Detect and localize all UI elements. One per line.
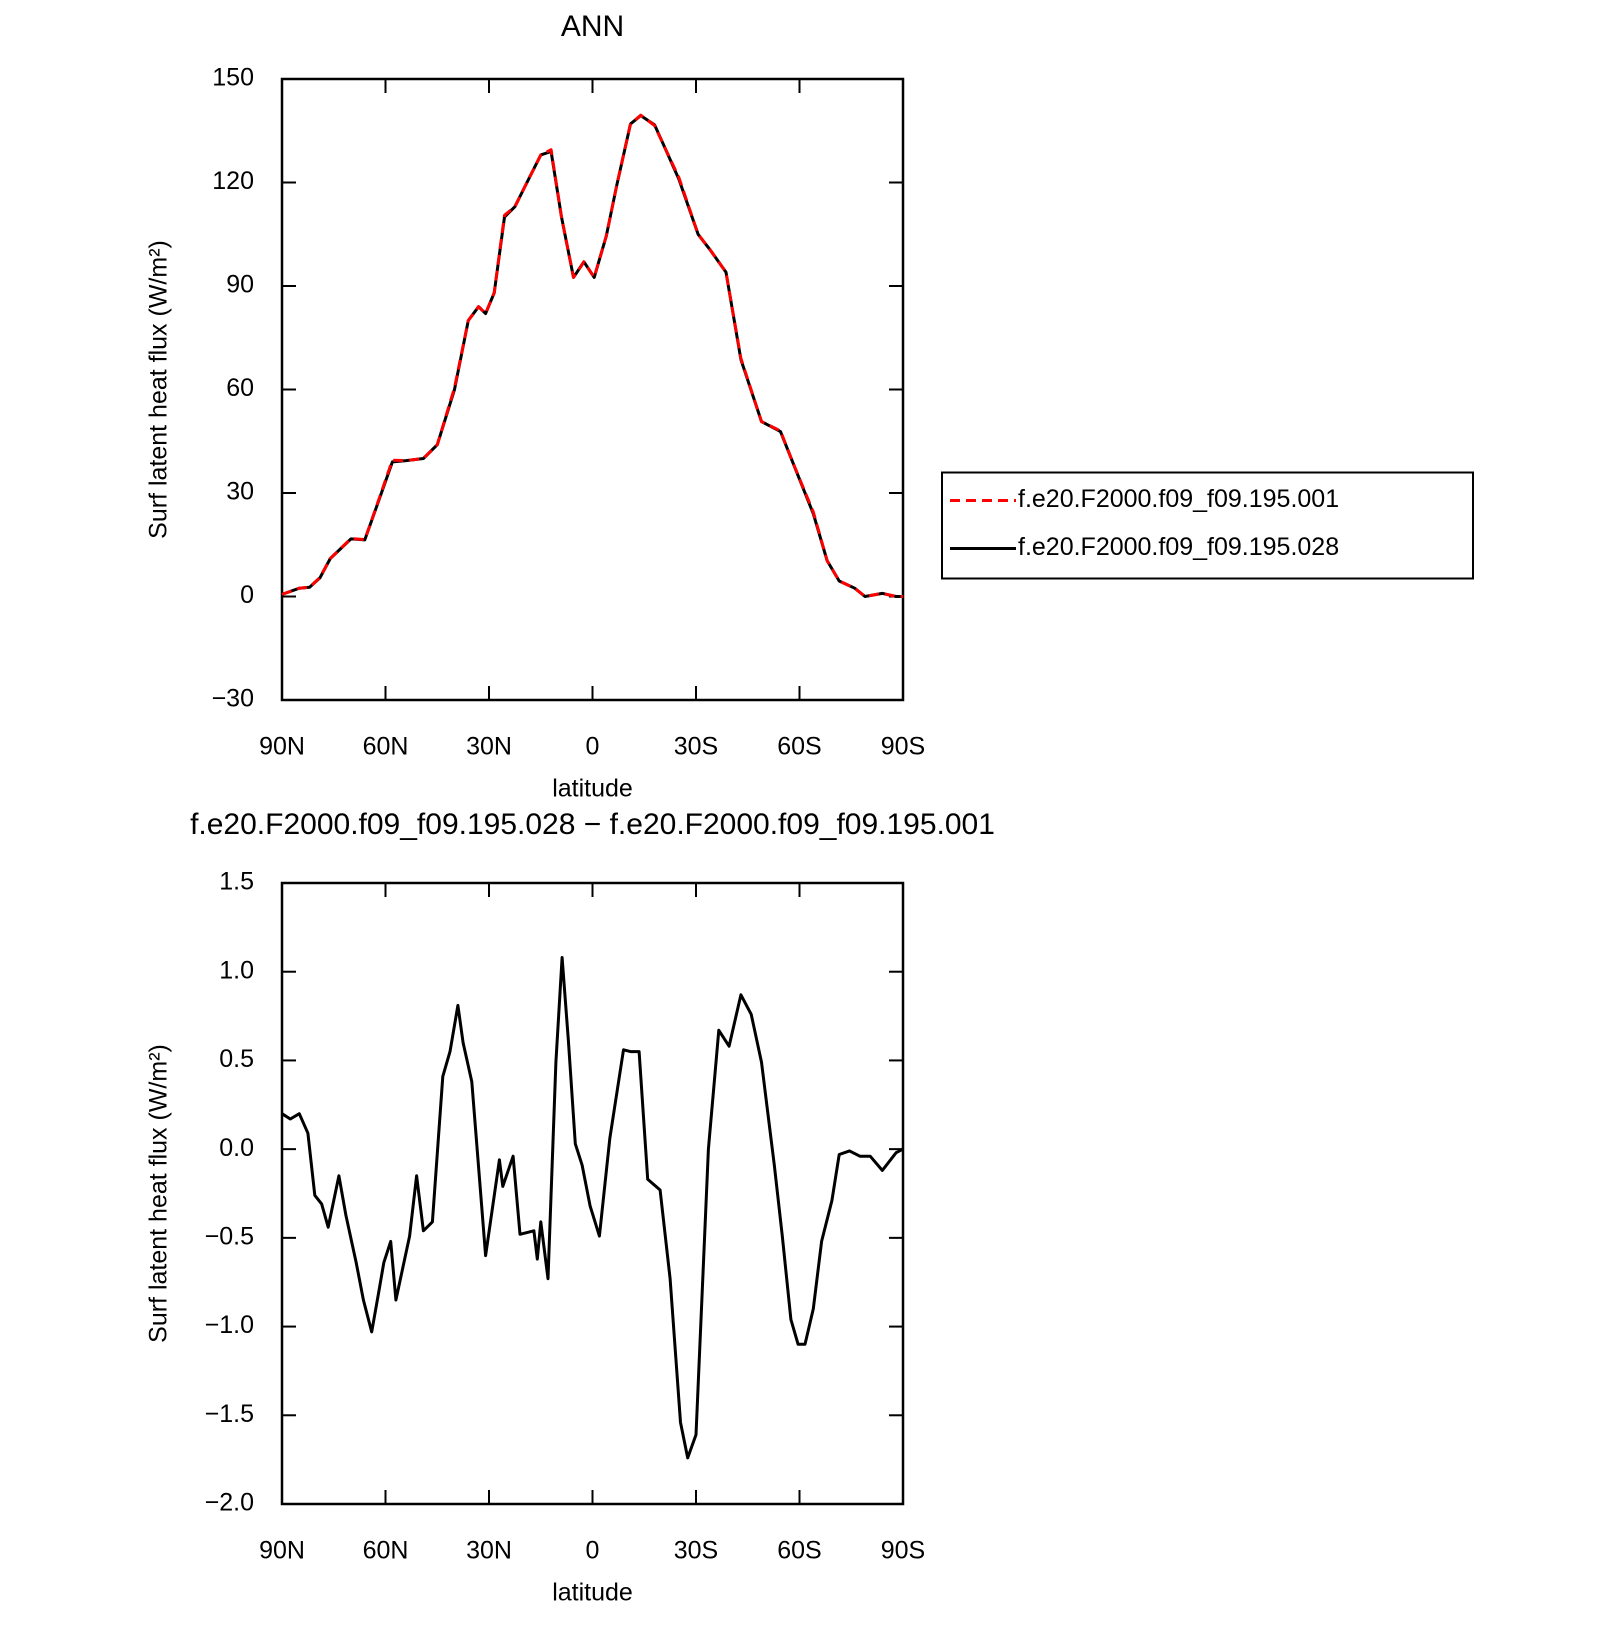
y-tick-label: 0.5 <box>219 1045 254 1073</box>
y-tick-label: 30 <box>226 478 254 506</box>
plot-frame <box>280 881 905 1506</box>
legend-label: f.e20.F2000.f09_f09.195.028 <box>1018 533 1339 561</box>
x-tick-label: 90N <box>259 1537 305 1565</box>
y-tick-label: 1.5 <box>219 868 254 896</box>
y-tick-label: 150 <box>212 64 254 92</box>
y-tick-label: 90 <box>226 271 254 299</box>
data-line <box>281 113 903 598</box>
y-tick-label: −1.5 <box>205 1400 254 1428</box>
plot-frame <box>280 77 905 702</box>
x-tick-label: 60N <box>363 733 409 761</box>
x-tick-label: 0 <box>586 1537 600 1565</box>
x-tick-label: 60N <box>363 1537 409 1565</box>
x-tick-label: 0 <box>586 733 600 761</box>
y-axis-label: Surf latent heat flux (W/m²) <box>145 240 173 539</box>
y-tick-label: 120 <box>212 167 254 195</box>
chart-title: f.e20.F2000.f09_f09.195.028 − f.e20.F200… <box>190 808 995 841</box>
y-tick-label: −2.0 <box>205 1489 254 1517</box>
data-line <box>281 956 904 1460</box>
x-tick-label: 90S <box>881 733 925 761</box>
legend-label: f.e20.F2000.f09_f09.195.001 <box>1018 485 1339 513</box>
x-tick-label: 30N <box>466 1537 512 1565</box>
y-tick-label: 0 <box>240 581 254 609</box>
y-axis-label: Surf latent heat flux (W/m²) <box>145 1044 173 1343</box>
x-tick-label: 30N <box>466 733 512 761</box>
y-tick-label: 60 <box>226 374 254 402</box>
y-tick-label: −1.0 <box>205 1311 254 1339</box>
y-tick-label: −0.5 <box>205 1222 254 1250</box>
chart-title: ANN <box>561 10 624 43</box>
x-tick-label: 30S <box>674 733 718 761</box>
x-tick-label: 30S <box>674 1537 718 1565</box>
data-line <box>281 114 903 598</box>
y-tick-label: −30 <box>212 685 254 713</box>
y-tick-label: 1.0 <box>219 956 254 984</box>
x-tick-label: 60S <box>777 733 821 761</box>
x-tick-label: 60S <box>777 1537 821 1565</box>
x-tick-label: 90N <box>259 733 305 761</box>
x-axis-label: latitude <box>552 775 633 803</box>
x-tick-label: 90S <box>881 1537 925 1565</box>
x-axis-label: latitude <box>552 1579 633 1607</box>
legend-box <box>941 471 1474 580</box>
y-tick-label: 0.0 <box>219 1134 254 1162</box>
